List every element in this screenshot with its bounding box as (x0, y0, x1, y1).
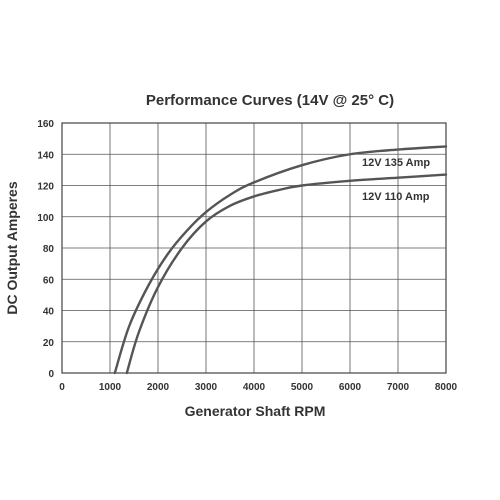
y-tick-label: 20 (43, 338, 55, 349)
x-tick-label: 4000 (243, 382, 266, 393)
y-tick-label: 0 (48, 369, 54, 380)
x-tick-label: 6000 (339, 382, 362, 393)
x-tick-label: 8000 (435, 382, 458, 393)
x-tick-label: 7000 (387, 382, 410, 393)
y-tick-label: 80 (43, 244, 55, 255)
x-axis-ticks: 0 1000 2000 3000 4000 5000 6000 7000 8000 (59, 382, 457, 393)
x-tick-label: 3000 (195, 382, 218, 393)
chart-title: Performance Curves (14V @ 25° C) (146, 92, 394, 109)
y-tick-label: 160 (37, 119, 54, 130)
x-tick-label: 2000 (147, 382, 170, 393)
y-tick-label: 100 (37, 213, 54, 224)
y-axis-label: DC Output Amperes (4, 181, 20, 314)
x-tick-label: 5000 (291, 382, 314, 393)
series-label: 12V 135 Amp (362, 157, 430, 169)
x-tick-label: 0 (59, 382, 65, 393)
x-tick-label: 1000 (99, 382, 122, 393)
y-tick-label: 140 (37, 150, 54, 161)
series-label: 12V 110 Amp (362, 191, 430, 203)
y-tick-label: 120 (37, 182, 54, 193)
y-tick-label: 40 (43, 307, 55, 318)
y-tick-label: 60 (43, 275, 55, 286)
x-axis-label: Generator Shaft RPM (185, 403, 326, 419)
